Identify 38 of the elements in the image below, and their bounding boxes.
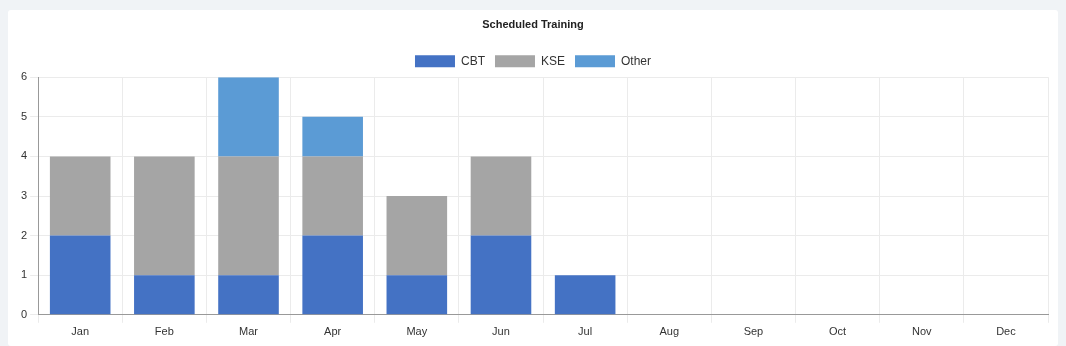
bar (302, 156, 363, 236)
x-tick-label: Jul (578, 325, 593, 338)
x-tick-label: Mar (239, 325, 259, 338)
bar (49, 235, 111, 315)
y-tick-label: 2 (20, 228, 28, 241)
x-tick-label: May (406, 325, 428, 338)
x-tick-label: Sep (743, 325, 764, 338)
legend-label: KSE (540, 53, 565, 68)
bar (302, 235, 363, 315)
x-tick-label: Jun (492, 325, 510, 338)
x-tick-label: Apr (324, 325, 342, 338)
x-tick-label: Dec (996, 325, 1017, 338)
x-tick-label: Jan (71, 325, 90, 338)
y-tick-label: 4 (20, 149, 28, 162)
bar (134, 156, 195, 276)
bar (218, 156, 279, 276)
x-tick-label: Aug (659, 325, 680, 338)
bar (218, 77, 279, 157)
y-tick-label: 3 (20, 189, 28, 202)
bar (302, 116, 363, 157)
bar (470, 156, 532, 236)
y-tick-label: 1 (20, 268, 28, 281)
bar (386, 275, 448, 315)
y-tick-label: 6 (20, 70, 28, 83)
bar (554, 275, 616, 315)
y-tick-label: 0 (20, 307, 28, 320)
x-tick-label: Oct (829, 325, 847, 338)
bar (386, 196, 448, 276)
bar (470, 235, 532, 315)
bar (218, 275, 279, 315)
bar (134, 275, 195, 315)
bar (49, 156, 111, 236)
x-tick-label: Nov (911, 325, 933, 338)
y-tick-label: 5 (20, 109, 28, 122)
chart-title: Scheduled Training (482, 17, 584, 30)
legend-label: Other (621, 53, 652, 68)
legend-label: CBT (460, 53, 486, 68)
x-tick-label: Feb (154, 325, 174, 338)
